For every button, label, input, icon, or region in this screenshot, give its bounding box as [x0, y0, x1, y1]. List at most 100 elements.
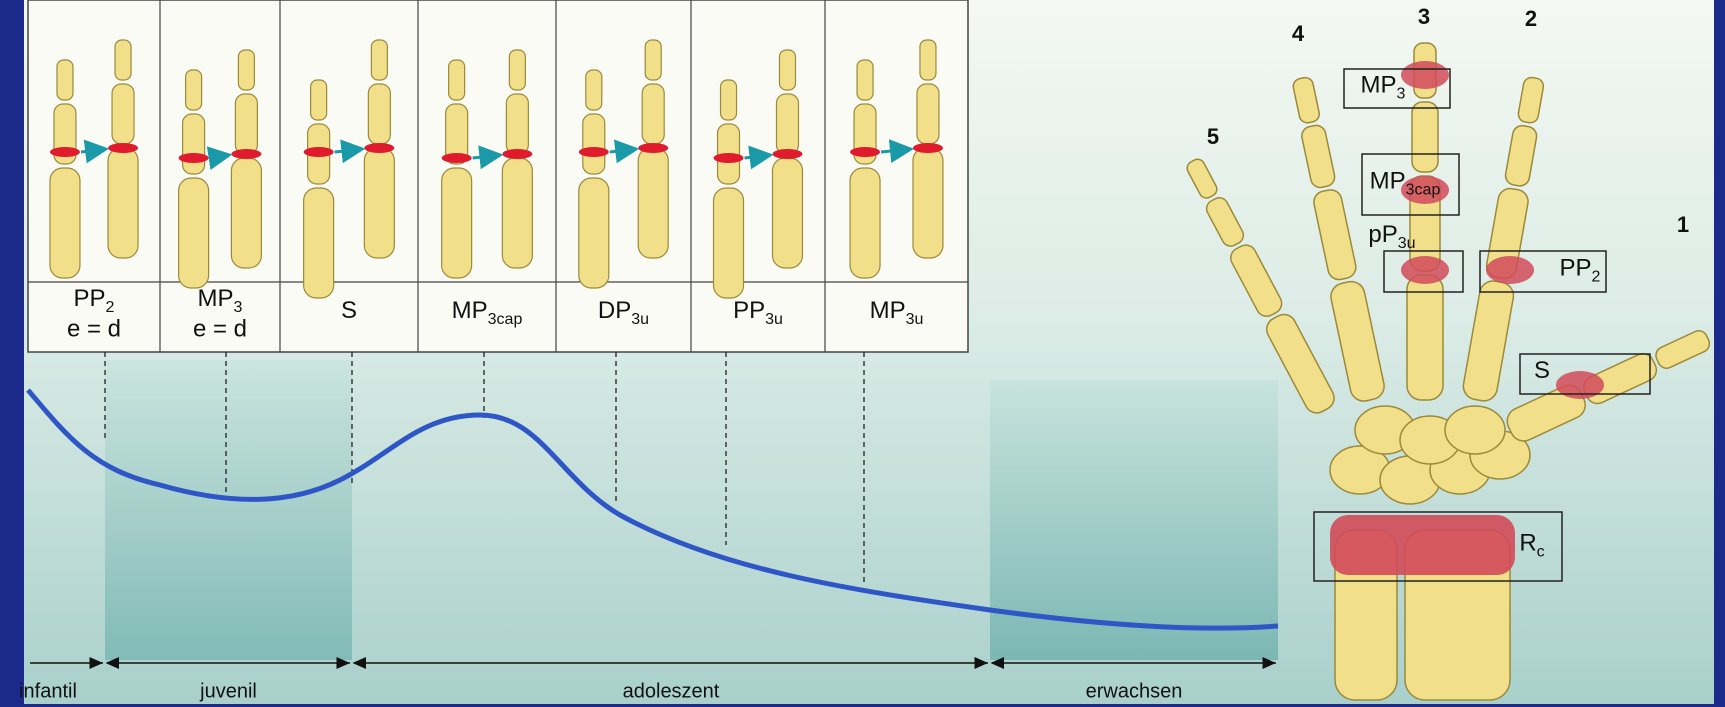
arrow [472, 145, 504, 170]
growth-plate [912, 143, 943, 153]
growth-plate [772, 149, 803, 159]
bone [1265, 313, 1335, 414]
bone [849, 167, 881, 279]
bone [1292, 76, 1320, 124]
label-sub: 3u [765, 311, 783, 328]
bone [578, 177, 610, 289]
label-sub: 3 [234, 299, 243, 316]
label: MP3u [870, 297, 924, 328]
bone [303, 187, 335, 299]
label: MP3cap [1370, 168, 1441, 199]
bone [916, 83, 940, 145]
growth-plate [441, 153, 472, 163]
juvenil-band [105, 360, 352, 660]
label-base: DP [598, 297, 631, 324]
bone [114, 39, 132, 81]
bone [508, 49, 526, 91]
bone [712, 187, 745, 299]
arrow [334, 139, 366, 164]
label-base: PP [1560, 255, 1592, 282]
finger-number: 3 [1418, 4, 1430, 29]
bone [56, 59, 74, 101]
growth-plate [49, 147, 80, 157]
phase-label: infantil [19, 680, 77, 702]
bone [448, 59, 466, 101]
growth-plate [231, 149, 262, 159]
label-box [1519, 353, 1651, 395]
bone [1301, 124, 1336, 189]
label-box [1361, 153, 1460, 216]
bone [641, 83, 665, 145]
growth-curve [26, 388, 1279, 631]
bone [230, 157, 262, 269]
bone [501, 157, 533, 269]
bone [912, 147, 944, 259]
label: MP3 [198, 285, 243, 316]
label-sub: 3cap [1406, 182, 1441, 199]
growth-plate [1401, 61, 1449, 89]
bone [644, 39, 662, 81]
phase-label: erwachsen [1086, 680, 1183, 702]
panel-drawing [441, 49, 533, 279]
label-sub: c [1537, 544, 1545, 561]
growth-plate [1556, 371, 1604, 399]
panel-drawing [578, 39, 669, 289]
carpal [1444, 405, 1506, 455]
bone [237, 49, 255, 91]
panel-drawing [49, 39, 139, 279]
panel-drawing [303, 39, 395, 299]
label: PP3u [733, 297, 783, 328]
label-sub: 3u [906, 311, 924, 328]
label: MP3 [1361, 72, 1406, 103]
finger-number: 4 [1292, 21, 1305, 46]
label-sub: 2 [1592, 269, 1601, 286]
bone [367, 83, 391, 145]
bone [107, 147, 139, 259]
bone [310, 79, 328, 121]
panel-drawing [849, 39, 944, 279]
bone [363, 147, 395, 259]
bone [182, 113, 206, 175]
bone [1504, 124, 1538, 187]
bone [370, 39, 388, 81]
growth-plate [578, 147, 609, 157]
arrow [744, 145, 774, 170]
label-base: S [1534, 357, 1550, 384]
label-base: PP [74, 285, 106, 312]
growth-plate [303, 147, 334, 157]
phase-label: juvenil [199, 680, 257, 702]
bone [234, 93, 258, 155]
arrow [880, 139, 914, 164]
erwachsen-band [990, 380, 1278, 660]
phase-label: adoleszent [623, 680, 720, 702]
bone [719, 79, 738, 121]
label-base: MP [1361, 72, 1397, 99]
bone [856, 59, 874, 101]
arrow [80, 139, 110, 164]
bone [505, 93, 529, 155]
arrow [206, 146, 233, 171]
bone [1655, 330, 1711, 369]
finger-number: 2 [1525, 6, 1537, 31]
bone [1313, 189, 1357, 281]
growth-plate [1401, 256, 1449, 284]
bone [1411, 101, 1439, 173]
growth-plate [638, 143, 669, 153]
bone [111, 83, 135, 145]
growth-plate [1486, 256, 1534, 284]
label-box [1343, 68, 1451, 109]
bone [445, 103, 469, 165]
label-sub: 3u [1398, 235, 1416, 252]
label: pP3u [1368, 221, 1415, 252]
label-base: R [1519, 530, 1536, 557]
phase-bar: infantil juvenil adoleszent erwachsen [19, 657, 1276, 702]
bone [1517, 76, 1545, 124]
label-base: MP [1370, 168, 1406, 195]
label: MP3cap [452, 297, 523, 328]
panel-drawing [178, 49, 262, 289]
label: Rc [1519, 530, 1544, 561]
bone [919, 39, 937, 81]
